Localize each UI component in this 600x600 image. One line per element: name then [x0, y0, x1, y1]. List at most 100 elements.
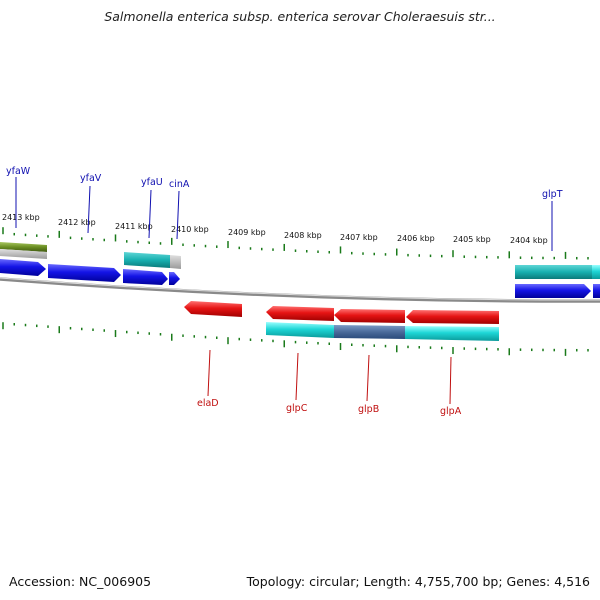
forward-cds-arrow[interactable] — [48, 264, 121, 282]
minor-tick — [519, 256, 522, 259]
minor-tick — [486, 255, 488, 259]
reverse-cds-arrow[interactable] — [184, 301, 242, 317]
minor-tick — [261, 339, 263, 342]
minor-tick — [542, 348, 544, 352]
rna-feature[interactable] — [515, 265, 592, 279]
minor-tick — [137, 240, 139, 244]
lower-scale-ticks — [2, 322, 589, 356]
other-feature[interactable] — [0, 242, 47, 252]
genome-stats-text: Topology: circular; Length: 4,755,700 bp… — [246, 574, 590, 589]
minor-tick — [441, 254, 443, 258]
minor-tick — [294, 340, 297, 344]
minor-tick — [418, 346, 420, 349]
accession-text: Accession: NC_006905 — [9, 574, 152, 589]
minor-tick — [47, 235, 49, 238]
forward-cds-arrow[interactable] — [0, 259, 46, 276]
gene-label-glpT[interactable]: glpT — [542, 189, 563, 200]
major-tick — [508, 348, 510, 356]
gene-label-cinA[interactable]: cinA — [169, 179, 190, 190]
gene-label-elaD[interactable]: elaD — [197, 398, 219, 409]
minor-tick — [261, 247, 263, 251]
minor-tick — [474, 347, 477, 351]
minor-tick — [429, 254, 432, 258]
tick-label: 2412 kbp — [58, 218, 96, 227]
minor-tick — [81, 327, 83, 331]
rna-feature[interactable] — [124, 252, 170, 268]
major-tick — [452, 347, 454, 355]
minor-tick — [519, 348, 522, 351]
gene-label-glpC[interactable]: glpC — [286, 403, 308, 414]
minor-tick — [182, 243, 184, 247]
tick-label: 2407 kbp — [340, 233, 378, 242]
tick-label: 2404 kbp — [510, 236, 548, 245]
forward-cds-arrow[interactable] — [515, 284, 591, 298]
upper-feature-row — [0, 242, 600, 279]
rna-feature[interactable] — [334, 325, 405, 339]
minor-tick — [69, 326, 72, 330]
minor-tick — [13, 323, 15, 326]
minor-tick — [407, 253, 409, 257]
minor-tick — [497, 348, 499, 351]
misc-feature[interactable] — [170, 255, 181, 269]
minor-tick — [103, 329, 105, 332]
rna-feature[interactable] — [592, 265, 600, 279]
minor-tick — [126, 240, 128, 243]
minor-tick — [384, 253, 387, 256]
minor-tick — [441, 346, 443, 350]
major-tick — [396, 248, 398, 256]
major-tick — [114, 330, 117, 338]
rna-feature[interactable] — [266, 322, 334, 338]
minor-tick — [69, 236, 72, 240]
minor-tick — [137, 331, 139, 335]
minor-tick — [92, 238, 94, 241]
reverse-cds-arrow[interactable] — [406, 310, 499, 324]
minor-tick — [576, 256, 578, 260]
gene-label-yfaU[interactable]: yfaU — [141, 177, 163, 188]
minor-tick — [24, 323, 27, 327]
forward-cds-arrow[interactable] — [169, 272, 180, 285]
tick-label: 2410 kbp — [171, 225, 209, 234]
minor-tick — [216, 336, 218, 340]
minor-tick — [193, 335, 195, 338]
forward-cds-arrow[interactable] — [123, 269, 168, 285]
minor-tick — [216, 245, 218, 248]
reverse-cds-row — [184, 301, 499, 324]
minor-tick — [92, 328, 94, 332]
minor-tick — [553, 256, 555, 260]
gene-label-yfaW[interactable]: yfaW — [6, 166, 31, 177]
tick-label: 2413 kbp — [2, 213, 40, 222]
minor-tick — [362, 343, 364, 347]
minor-tick — [553, 348, 555, 352]
minor-tick — [238, 246, 240, 250]
major-tick — [114, 234, 117, 242]
minor-tick — [351, 343, 353, 346]
major-tick — [171, 237, 173, 245]
minor-tick — [272, 339, 274, 343]
gene-label-glpB[interactable]: glpB — [358, 404, 379, 415]
minor-tick — [384, 344, 387, 348]
minor-tick — [272, 248, 274, 251]
misc-feature[interactable] — [0, 249, 47, 259]
major-tick — [283, 340, 285, 348]
minor-tick — [531, 256, 533, 260]
minor-tick — [204, 244, 207, 248]
minor-tick — [159, 242, 162, 245]
minor-tick — [306, 249, 308, 253]
forward-gene-labels: yfaW yfaV yfaU cinA glpT — [6, 166, 563, 251]
major-tick — [339, 246, 342, 254]
minor-tick — [463, 347, 465, 350]
reverse-cds-arrow[interactable] — [266, 306, 334, 321]
minor-tick — [126, 330, 128, 334]
reverse-cds-arrow[interactable] — [334, 309, 405, 323]
forward-cds-arrow[interactable] — [593, 284, 600, 298]
gene-label-glpA[interactable]: glpA — [440, 406, 462, 417]
gene-label-yfaV[interactable]: yfaV — [80, 173, 102, 184]
major-tick — [508, 251, 510, 259]
lower-feature-row — [266, 322, 499, 341]
minor-tick — [148, 332, 150, 335]
minor-tick — [13, 232, 15, 236]
rna-feature[interactable] — [405, 326, 499, 341]
minor-tick — [317, 250, 319, 253]
tick-label: 2405 kbp — [453, 235, 491, 244]
minor-tick — [148, 241, 150, 245]
